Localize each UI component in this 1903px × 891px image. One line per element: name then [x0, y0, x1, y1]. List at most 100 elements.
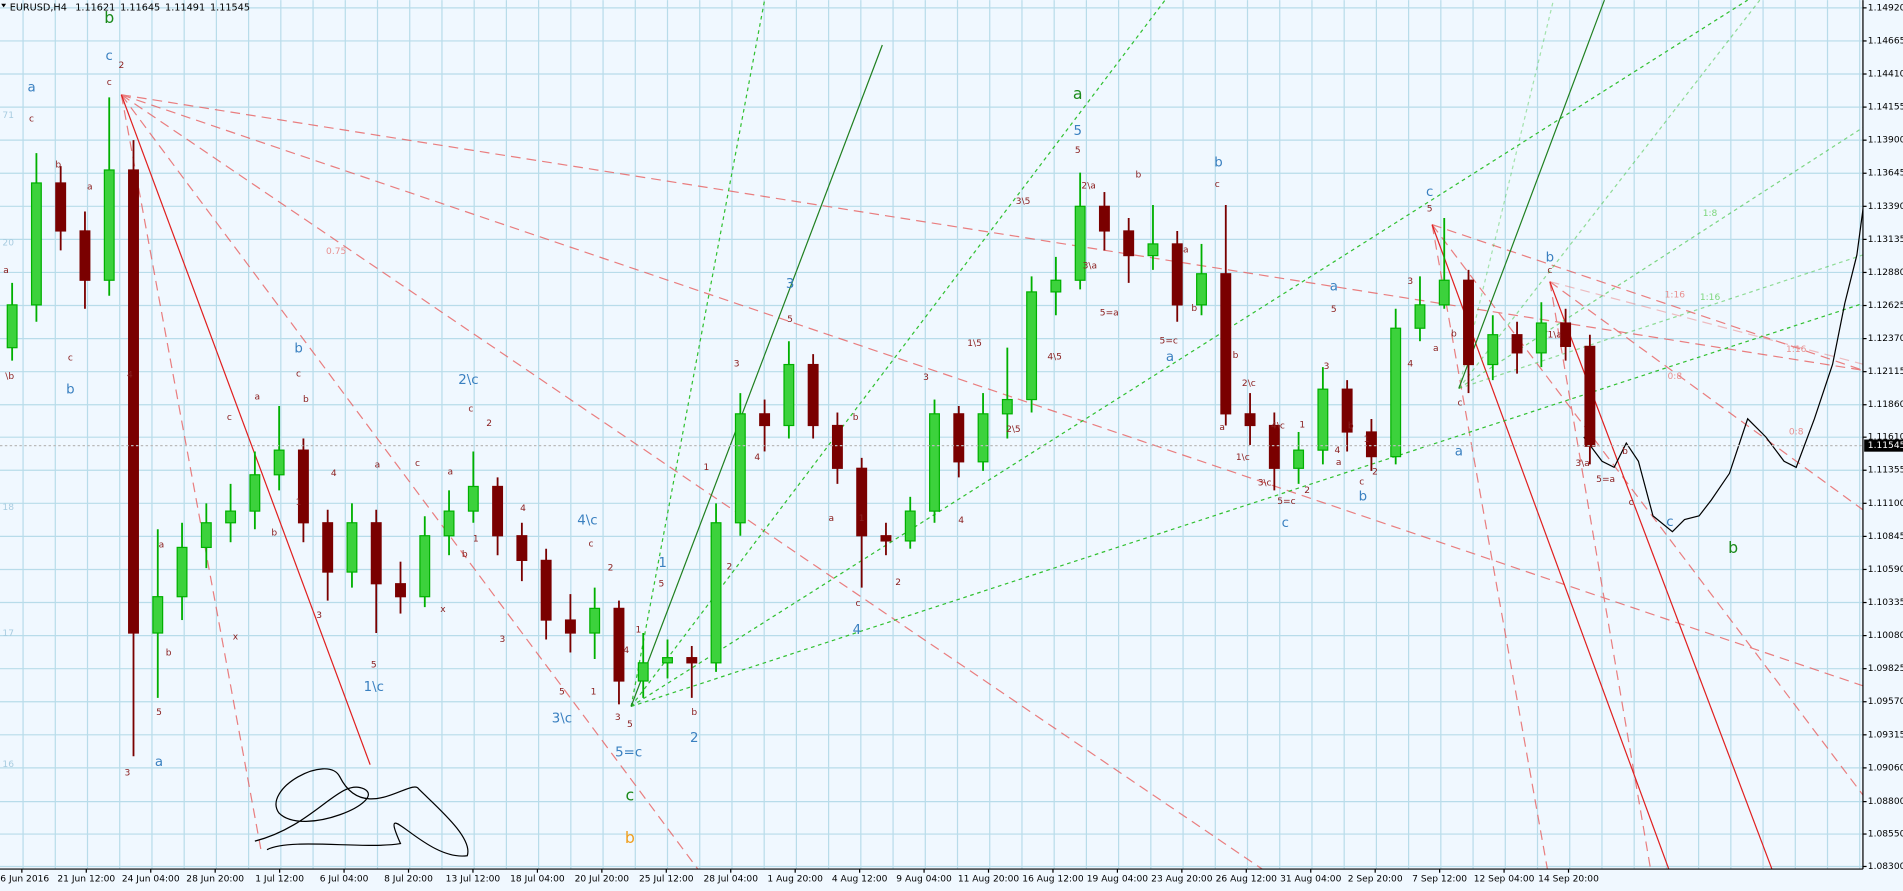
wave-minor-label: 5 [371, 661, 377, 671]
candle-body [1317, 388, 1329, 451]
candle-body [249, 474, 261, 512]
wave-minor-label: a [1336, 458, 1342, 468]
wave-minor-label: c [227, 413, 232, 423]
candle-body [734, 413, 746, 524]
trend-lines [120, 0, 1894, 870]
candle-body [759, 413, 771, 427]
y-tick-label: 1.13390 [1868, 202, 1903, 212]
candle-body [1293, 449, 1305, 469]
fib-faint-label: 16 [2, 760, 14, 770]
wave-minor-label: c [856, 599, 861, 609]
wave-minor-label: a [255, 392, 261, 402]
wave-minor-label: 1 [635, 625, 641, 635]
wave-minor-label: x [233, 633, 239, 643]
candle-body [1220, 273, 1232, 415]
candle-body [128, 169, 139, 634]
y-tick-label: 1.12370 [1868, 334, 1903, 344]
wave-minor-label: c [468, 405, 473, 415]
header-symbol: EURUSD,H4 [10, 2, 67, 13]
x-tick-label: 25 Jul 12:00 [639, 874, 694, 884]
candle-body [152, 596, 164, 634]
candle-body [346, 522, 358, 573]
wave-blue-label: c [1666, 515, 1673, 530]
wave-blue-label: a [155, 755, 163, 770]
wave-minor-label: 3 [615, 713, 621, 723]
candle-body [1584, 345, 1596, 447]
candle-body [1560, 322, 1572, 347]
wave-minor-label: 5=c [1277, 497, 1295, 507]
candle-body [492, 485, 504, 537]
candle-body [662, 657, 673, 664]
wave-minor-label: 3\a [1083, 261, 1097, 271]
wave-minor-label: 4 [127, 371, 133, 381]
wave-minor-label: b [1622, 447, 1628, 457]
fib-faint-label: 18 [2, 503, 14, 513]
y-tick-label: 1.10845 [1868, 532, 1903, 542]
candle-body [880, 535, 892, 542]
wave-blue-label: 3\c [552, 712, 572, 727]
x-tick-label: 16 Aug 12:00 [1022, 874, 1084, 884]
wave-green-label: b [104, 8, 114, 27]
wave-minor-label: c [1547, 266, 1552, 276]
x-tick-label: 24 Jun 04:00 [122, 874, 180, 884]
x-tick-label: 23 Aug 20:00 [1151, 874, 1213, 884]
candle-body [443, 510, 455, 537]
wave-blue-label: a [27, 80, 35, 95]
candle-body [1268, 424, 1280, 469]
wave-minor-label: a [829, 514, 835, 524]
candle-body [79, 230, 91, 281]
candle-body [176, 546, 188, 598]
y-tick-label: 1.12115 [1868, 367, 1903, 377]
candle-body [516, 535, 528, 561]
wave-minor-label: 3\c [1258, 479, 1272, 489]
wave-minor-label: 1 [859, 514, 865, 524]
y-tick-label: 1.10080 [1868, 631, 1903, 641]
wave-minor-label: 5 [559, 687, 565, 697]
candle-body [1196, 273, 1207, 306]
wave-minor-label: c [1629, 498, 1634, 508]
y-tick-label: 1.10590 [1868, 565, 1903, 575]
wave-minor-label: 2\c [1242, 379, 1256, 389]
wave-minor-label: b [691, 708, 697, 718]
wave-minor-label: b [462, 550, 468, 560]
candle-body [1074, 205, 1086, 281]
current-price-box [1864, 439, 1903, 452]
candle-body [297, 449, 309, 524]
candle-body [273, 449, 285, 476]
wave-minor-label: 2 [1304, 486, 1310, 496]
x-tick-label: 20 Jul 20:00 [575, 874, 630, 884]
wave-minor-label: b [1233, 351, 1239, 361]
wave-blue-label: a [1166, 350, 1174, 365]
header-ohlc: 1.11621 [75, 2, 115, 13]
candle-body [831, 424, 843, 469]
x-tick-label: 18 Jul 04:00 [510, 874, 565, 884]
x-tick-label: 9 Aug 04:00 [896, 874, 952, 884]
candle-body [1001, 398, 1013, 415]
x-tick-label: 2 Sep 20:00 [1348, 874, 1403, 884]
x-tick-label: 1 Aug 20:00 [767, 874, 823, 884]
wave-minor-label: b [853, 413, 859, 423]
wave-minor-label: x [440, 605, 446, 615]
candle-body [1098, 205, 1110, 232]
wave-minor-label: c [1458, 399, 1463, 409]
candle-body [589, 607, 601, 634]
wave-minor-label: 4 [958, 516, 964, 526]
candle-body [783, 363, 795, 427]
x-tick-label: 8 Jul 20:00 [384, 874, 433, 884]
fib-red-label: 0.75 [326, 247, 346, 257]
wave-minor-label: 1 [1364, 435, 1370, 445]
y-tick-label: 1.14665 [1868, 36, 1903, 46]
candle-body [1535, 322, 1547, 354]
wave-minor-label: 3 [734, 360, 740, 370]
wave-blue-label: 1 [658, 556, 667, 571]
fib-green-label: 1:8 [1703, 209, 1718, 219]
wave-minor-label: 1\5 [967, 339, 982, 349]
wave-minor-label: 3 [923, 373, 929, 383]
wave-minor-label: 1\c [1236, 453, 1250, 463]
candle-body [540, 559, 552, 621]
candle-body [1341, 388, 1353, 433]
wave-minor-label: 1 [296, 498, 302, 508]
candle-body [807, 363, 819, 427]
wave-minor-label: 2 [727, 562, 733, 572]
